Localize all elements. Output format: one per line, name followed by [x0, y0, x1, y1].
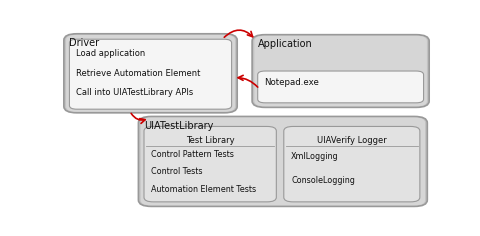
Text: Test Library: Test Library — [185, 136, 234, 145]
Text: Automation Element Tests: Automation Element Tests — [151, 185, 256, 194]
FancyBboxPatch shape — [144, 126, 276, 202]
Text: Notepad.exe: Notepad.exe — [264, 78, 319, 87]
Text: Application: Application — [257, 39, 312, 49]
FancyBboxPatch shape — [66, 35, 234, 112]
Text: Driver: Driver — [69, 38, 99, 48]
Text: Retrieve Automation Element: Retrieve Automation Element — [76, 69, 200, 78]
Text: UIAVerify Logger: UIAVerify Logger — [316, 136, 386, 145]
FancyBboxPatch shape — [138, 116, 426, 206]
FancyBboxPatch shape — [257, 71, 423, 103]
FancyBboxPatch shape — [64, 34, 237, 113]
Text: XmlLogging: XmlLogging — [291, 152, 338, 161]
FancyBboxPatch shape — [283, 126, 419, 202]
Text: ConsoleLogging: ConsoleLogging — [291, 176, 354, 185]
FancyBboxPatch shape — [252, 35, 428, 107]
FancyBboxPatch shape — [254, 36, 426, 106]
Text: Control Pattern Tests: Control Pattern Tests — [151, 150, 234, 159]
Text: Load application: Load application — [76, 49, 145, 58]
Text: UIATestLibrary: UIATestLibrary — [144, 121, 213, 131]
Text: Call into UIATestLibrary APIs: Call into UIATestLibrary APIs — [76, 88, 193, 97]
FancyBboxPatch shape — [140, 118, 424, 205]
FancyBboxPatch shape — [69, 39, 231, 109]
Text: Control Tests: Control Tests — [151, 167, 203, 176]
